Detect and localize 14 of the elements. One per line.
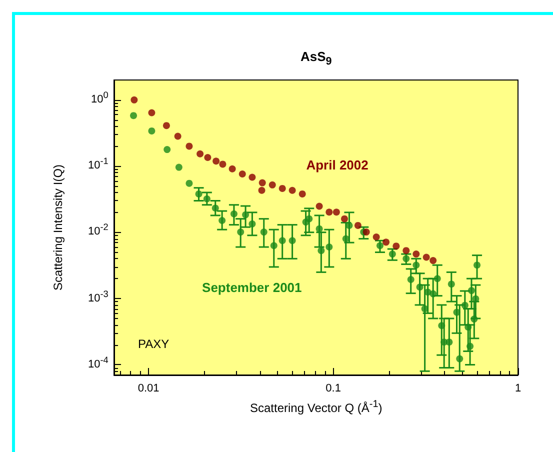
y-tick-label: 10$^{-2}$ (88, 222, 108, 238)
x-tick-label: 0.1 (326, 382, 341, 394)
y-tick-label: 10$^{0}$ (91, 90, 108, 106)
series-label: April 2002 (306, 158, 368, 173)
y-tick-label: 10$^{-3}$ (88, 288, 108, 304)
text: September 2001 (202, 280, 302, 296)
x-axis-title: Scattering Vector Q (Å$^{-1}$) (250, 399, 382, 415)
y-tick-label: 10$^{-4}$ (88, 354, 108, 370)
x-tick-label: 0.01 (138, 382, 160, 394)
y-axis-title: Scattering Intensity I(Q) (51, 164, 65, 291)
x-tick-label: 1 (514, 382, 522, 394)
chart-title: AsS$_{9}$ (300, 49, 332, 68)
y-tick-label: 10$^{-1}$ (88, 156, 108, 172)
annotation: PAXY (138, 337, 170, 351)
